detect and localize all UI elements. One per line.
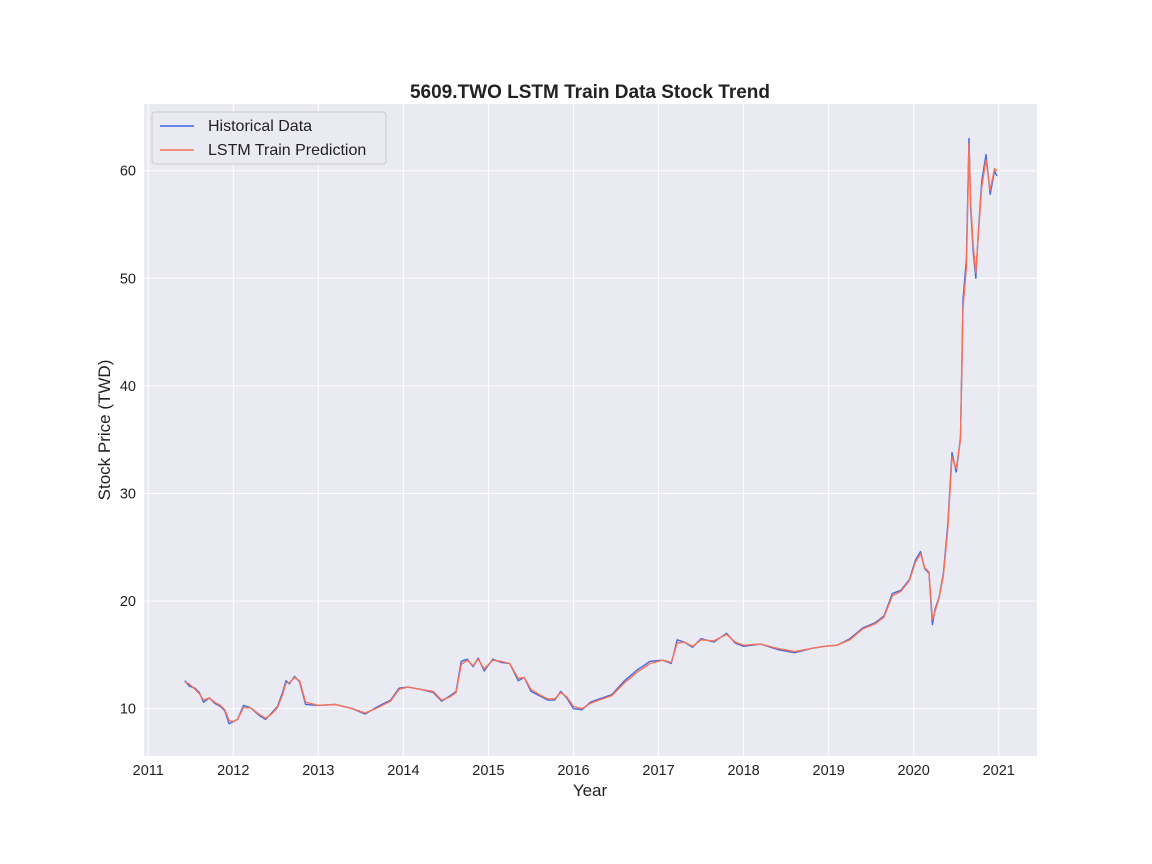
x-tick-label: 2021 [983,763,1015,779]
y-tick-label: 50 [120,271,136,287]
x-tick-label: 2014 [387,763,419,779]
x-tick-label: 2015 [472,763,504,779]
grid-lines [144,104,1037,756]
y-tick-label: 10 [120,702,136,718]
x-axis-label: Year [573,781,608,800]
x-tick-label: 2019 [813,763,845,779]
x-tick-label: 2011 [133,763,164,779]
legend: Historical Data LSTM Train Prediction [151,111,387,165]
chart-title: 5609.TWO LSTM Train Data Stock Trend [410,82,770,103]
y-tick-label: 20 [120,594,136,610]
y-tick-label: 40 [120,379,136,395]
y-axis-label: Stock Price (TWD) [95,360,114,501]
plot-area [144,104,1037,756]
legend-prediction-label: LSTM Train Prediction [208,142,366,159]
y-axis-ticks: 10 20 30 40 50 60 [120,164,136,718]
legend-box [151,111,387,165]
y-tick-label: 30 [120,486,136,502]
y-tick-label: 60 [120,164,136,180]
x-axis-ticks: 2011 2012 2013 2014 2015 2016 2017 2018 2019 2020… [133,763,1015,779]
x-tick-label: 2020 [898,763,930,779]
x-tick-label: 2013 [302,763,334,779]
x-tick-label: 2017 [642,763,674,779]
x-tick-label: 2016 [557,763,589,779]
lstm-train-prediction-line [184,143,998,723]
x-tick-label: 2012 [217,763,249,779]
x-tick-label: 2018 [727,763,759,779]
series-layer [184,137,998,725]
legend-historical-label: Historical Data [208,118,312,135]
